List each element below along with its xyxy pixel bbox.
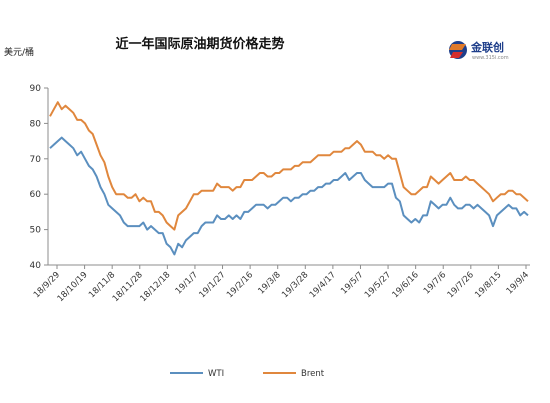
x-tick-label: 19/5/7 bbox=[339, 270, 365, 296]
brand-logo: 金联创 www.315i.com bbox=[449, 40, 509, 61]
y-axis-unit-label: 美元/桶 bbox=[4, 46, 34, 58]
x-tick-label: 19/3/28 bbox=[280, 270, 310, 300]
y-axis-ticks: 40 50 60 70 80 90 bbox=[30, 84, 48, 271]
x-tick-label: 19/1/7 bbox=[174, 270, 200, 296]
logo-url: www.315i.com bbox=[472, 55, 509, 61]
x-tick-label: 18/10/19 bbox=[56, 270, 90, 304]
x-tick-label: 18/12/18 bbox=[138, 270, 172, 304]
legend-label-brent: Brent bbox=[301, 369, 325, 379]
y-tick-label: 90 bbox=[30, 84, 42, 94]
x-tick-label: 19/6/16 bbox=[391, 270, 421, 300]
x-tick-label: 19/5/27 bbox=[363, 270, 393, 300]
x-tick-label: 19/2/16 bbox=[225, 270, 255, 300]
y-tick-label: 40 bbox=[30, 261, 42, 271]
y-tick-label: 60 bbox=[30, 190, 42, 200]
x-tick-label: 19/3/8 bbox=[256, 270, 282, 296]
logo-icon bbox=[449, 41, 467, 59]
legend: WTI Brent bbox=[170, 369, 325, 379]
series-layer bbox=[49, 101, 529, 256]
x-tick-label: 19/9/4 bbox=[505, 270, 531, 296]
y-tick-label: 70 bbox=[30, 155, 42, 165]
chart-title: 近一年国际原油期货价格走势 bbox=[115, 36, 284, 52]
x-tick-label: 19/7/26 bbox=[446, 270, 476, 300]
series-line-brent bbox=[49, 101, 529, 231]
x-tick-label: 19/7/6 bbox=[422, 270, 448, 296]
y-tick-label: 50 bbox=[30, 226, 42, 236]
x-tick-label: 19/8/15 bbox=[473, 270, 503, 300]
x-tick-label: 19/4/17 bbox=[308, 270, 338, 300]
x-tick-label: 19/1/27 bbox=[197, 270, 227, 300]
y-tick-label: 80 bbox=[30, 119, 42, 129]
logo-name: 金联创 bbox=[470, 40, 504, 54]
series-line-wti bbox=[49, 136, 529, 256]
legend-label-wti: WTI bbox=[208, 369, 224, 379]
